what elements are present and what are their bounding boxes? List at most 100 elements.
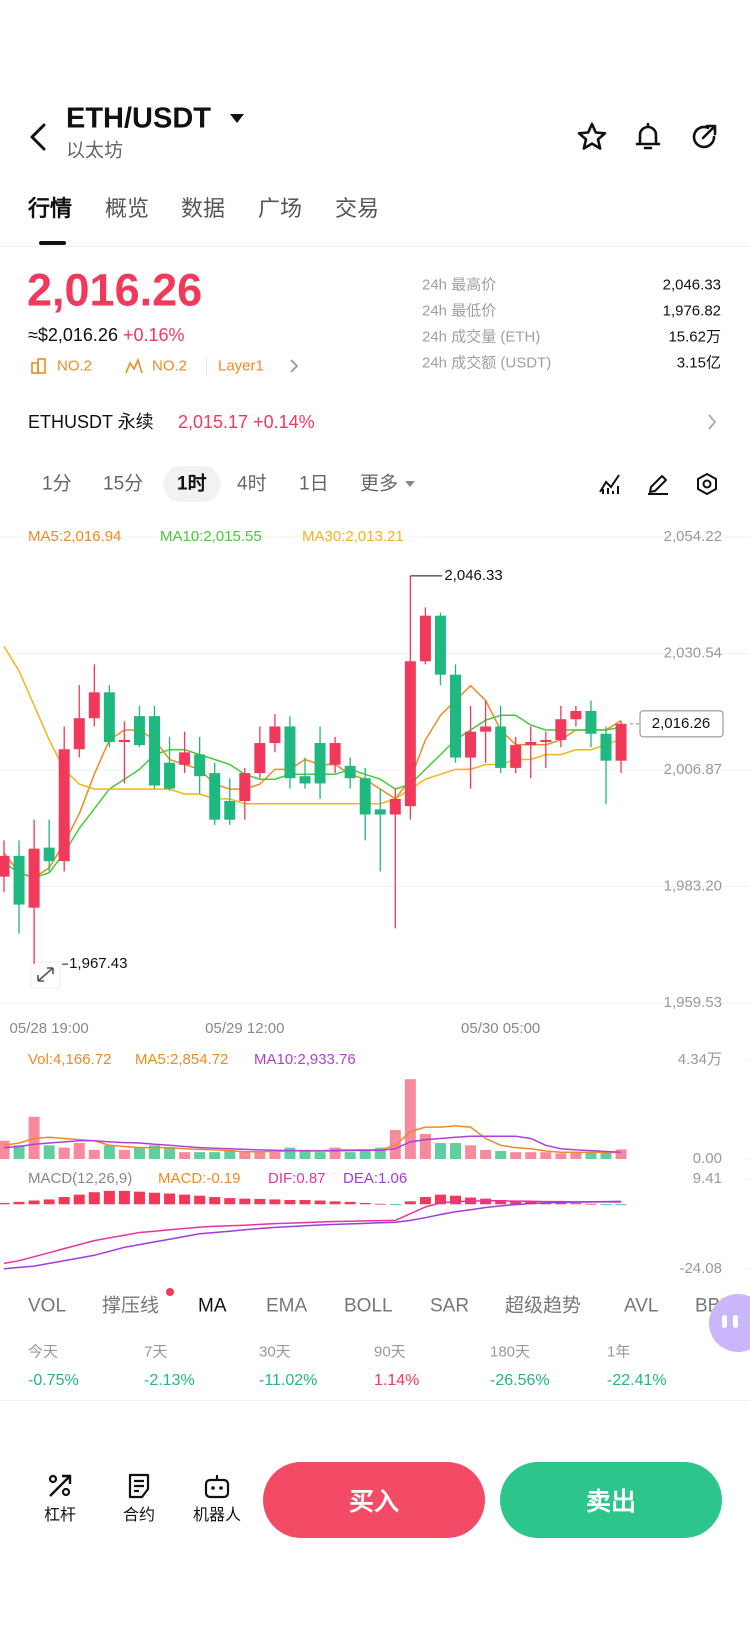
- indicator-tab[interactable]: BOLL: [344, 1295, 393, 1317]
- alert-icon[interactable]: [632, 121, 664, 153]
- candle-body: [434, 615, 446, 675]
- tab[interactable]: 广场: [258, 196, 303, 221]
- indicator-tab[interactable]: MA: [198, 1295, 227, 1317]
- bot-icon[interactable]: [203, 1472, 231, 1500]
- candle-body: [329, 743, 341, 765]
- volume-bar: [194, 1152, 206, 1159]
- y-tick-label: 4.34万: [678, 1051, 722, 1068]
- candle-body: [133, 716, 145, 746]
- indicator-tab[interactable]: SAR: [430, 1295, 470, 1317]
- indicator-tab[interactable]: VOL: [28, 1295, 67, 1317]
- interval[interactable]: 1分: [42, 473, 72, 495]
- settings-icon[interactable]: [695, 472, 719, 496]
- leverage-icon[interactable]: [46, 1472, 74, 1500]
- x-tick-label: 05/30 05:00: [461, 1020, 540, 1037]
- chevron[interactable]: [706, 413, 718, 431]
- stat-label: 24h 最高价: [422, 276, 497, 294]
- interval[interactable]: 更多: [360, 473, 399, 495]
- volume-bar: [284, 1147, 296, 1159]
- tab[interactable]: 概览: [105, 196, 150, 221]
- volume-bar: [434, 1143, 446, 1159]
- macd-bar: [164, 1193, 176, 1205]
- macd-bar: [450, 1195, 461, 1205]
- rank-badge[interactable]: NO.2: [152, 357, 188, 375]
- period-change: -22.41%: [607, 1372, 667, 1389]
- volume-bar: [480, 1149, 492, 1159]
- share-icon[interactable]: [688, 121, 720, 153]
- indicator-tab[interactable]: 超级趋势: [505, 1295, 582, 1317]
- period-label: 今天: [28, 1343, 59, 1361]
- interval[interactable]: 1时: [177, 473, 207, 495]
- macd-bar: [133, 1191, 145, 1205]
- macd-bar: [28, 1200, 40, 1205]
- macd-bar: [43, 1199, 55, 1205]
- period-label: 7天: [144, 1343, 168, 1361]
- ma-legend: MA5:2,016.94: [28, 528, 121, 545]
- candle-body: [570, 710, 582, 720]
- indicator-tab[interactable]: 撑压线: [102, 1295, 160, 1317]
- volume-bar: [13, 1145, 25, 1159]
- kline-chart: 2,054.22 2,030.54 2,006.87 1,983.20 1,959.53…: [0, 528, 750, 1277]
- toolbar-label[interactable]: 合约: [122, 1507, 156, 1524]
- indicator-tab[interactable]: EMA: [266, 1295, 308, 1317]
- period-label: 1年: [607, 1343, 631, 1361]
- macd-line: [3, 1200, 622, 1265]
- chevron[interactable]: [288, 358, 300, 374]
- candle-body: [0, 855, 10, 877]
- pair-title[interactable]: ETH/USDT: [66, 102, 211, 135]
- ma-legend: MA10:2,015.55: [160, 528, 262, 545]
- macd-bar: [299, 1199, 311, 1205]
- macd-bar: [88, 1192, 100, 1205]
- volume-legend: MA5:2,854.72: [135, 1051, 228, 1068]
- buy-button[interactable]: 买入: [263, 1462, 485, 1538]
- indicator-icon[interactable]: [598, 472, 622, 496]
- volume-bar: [359, 1149, 371, 1159]
- y-tick-label: 2,054.22: [664, 528, 722, 545]
- sell-button[interactable]: 卖出: [500, 1462, 722, 1538]
- volume-bar: [254, 1152, 266, 1159]
- macd-bar: [344, 1201, 356, 1205]
- pair-dropdown[interactable]: [229, 113, 245, 125]
- toolbar-label[interactable]: 机器人: [192, 1507, 242, 1524]
- rank-icon: [31, 358, 46, 374]
- perpetual-name[interactable]: ETHUSDT 永续: [28, 412, 154, 432]
- candle-body: [540, 739, 552, 743]
- volume-bar: [404, 1079, 416, 1159]
- contract-icon[interactable]: [125, 1472, 153, 1500]
- back-button[interactable]: [26, 122, 52, 152]
- volume-bar: [0, 1140, 10, 1159]
- macd-bar: [495, 1199, 507, 1205]
- y-tick-label: -24.08: [679, 1260, 722, 1277]
- category-badge[interactable]: Layer1: [218, 357, 264, 375]
- macd-bar: [254, 1198, 266, 1205]
- interval[interactable]: 1日: [299, 473, 329, 495]
- assistant-bubble[interactable]: [708, 1293, 750, 1353]
- volume-bar: [450, 1143, 461, 1159]
- candle-body: [194, 754, 206, 777]
- divider: [0, 1400, 750, 1401]
- period-change: -0.75%: [28, 1372, 79, 1389]
- rank-badge[interactable]: NO.2: [57, 357, 93, 375]
- macd-bar: [404, 1201, 416, 1205]
- toolbar-label[interactable]: 杠杆: [43, 1507, 77, 1524]
- volume-bar: [88, 1149, 100, 1159]
- stat-value: 2,046.33: [662, 276, 721, 294]
- candle-body: [88, 692, 100, 719]
- indicator-tab[interactable]: AVL: [624, 1295, 659, 1317]
- favorite-icon[interactable]: [576, 121, 608, 153]
- draw-icon[interactable]: [646, 472, 670, 496]
- tab[interactable]: 行情: [28, 196, 73, 221]
- volume-bar: [540, 1152, 552, 1159]
- volume-bar: [209, 1152, 221, 1159]
- macd-bar: [194, 1195, 206, 1205]
- volume-bar: [224, 1149, 236, 1159]
- perpetual-price: 2,015.17: [178, 412, 249, 432]
- tab[interactable]: 数据: [181, 196, 226, 221]
- macd-bar: [570, 1203, 582, 1205]
- candle-body: [224, 801, 236, 820]
- tab[interactable]: 交易: [335, 196, 380, 221]
- interval[interactable]: 4时: [237, 473, 267, 495]
- macd-bar: [209, 1197, 221, 1205]
- perpetual-quote[interactable]: 2,015.17 +0.14%: [178, 413, 315, 431]
- interval[interactable]: 15分: [103, 473, 144, 495]
